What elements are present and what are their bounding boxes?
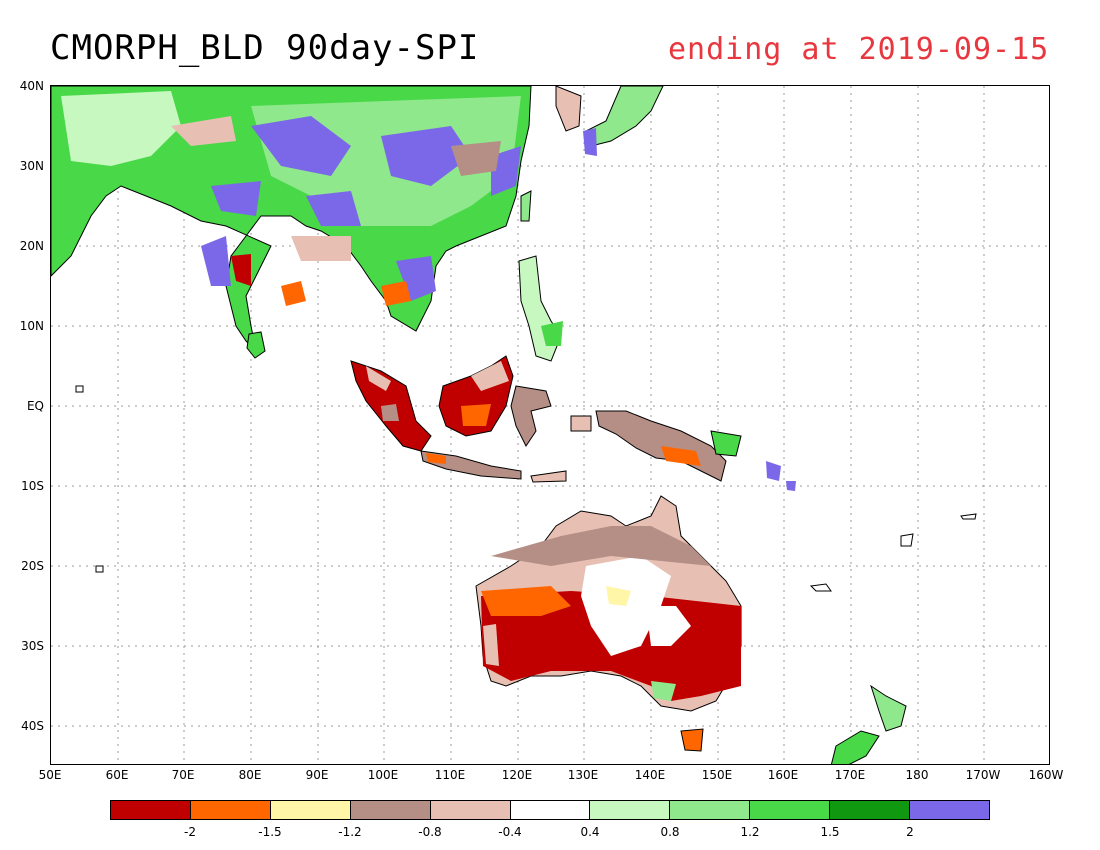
legend-swatch	[750, 801, 831, 819]
legend-swatch	[270, 801, 351, 819]
lat-label: EQ	[26, 399, 44, 413]
legend-tick: -1.2	[338, 825, 362, 839]
color-legend	[110, 800, 990, 820]
lon-label: 120E	[501, 768, 533, 782]
lon-label: 50E	[38, 768, 62, 782]
sumatra-landmass	[350, 360, 522, 480]
legend-swatch	[830, 801, 911, 819]
lat-label: 30S	[21, 639, 44, 653]
lon-label: 160E	[767, 768, 799, 782]
legend-tick: 1.5	[820, 825, 840, 839]
map-date: ending at 2019-09-15	[668, 32, 1050, 67]
legend-swatch	[430, 801, 511, 819]
new-zealand-landmass	[830, 684, 907, 764]
borneo-landmass	[438, 355, 514, 437]
legend-swatch	[670, 801, 751, 819]
lat-label: 40S	[21, 719, 44, 733]
legend-tick: 0.8	[660, 825, 680, 839]
lon-label: 150E	[701, 768, 733, 782]
lon-label: 90E	[305, 768, 329, 782]
legend-tick: 0.4	[580, 825, 600, 839]
lon-label: 110E	[434, 768, 466, 782]
lon-label: 170W	[965, 768, 1001, 782]
lat-label: 10S	[21, 479, 44, 493]
lon-label: 130E	[567, 768, 599, 782]
small-islands	[75, 385, 977, 592]
legend-tick: 2	[906, 825, 914, 839]
legend-swatch	[910, 801, 989, 819]
new-guinea-landmass	[595, 410, 796, 491]
map-title: CMORPH_BLD 90day-SPI	[50, 28, 480, 68]
lon-label: 60E	[105, 768, 129, 782]
lat-label: 10N	[19, 319, 44, 333]
legend-swatch	[190, 801, 271, 819]
lat-label: 30N	[19, 159, 44, 173]
lat-label: 20N	[19, 239, 44, 253]
legend-swatch	[510, 801, 591, 819]
lon-label: 70E	[171, 768, 195, 782]
lon-label: 80E	[238, 768, 262, 782]
japan-landmass	[520, 86, 664, 222]
lon-label: 170E	[834, 768, 866, 782]
philippines-landmass	[518, 255, 563, 362]
legend-tick: -0.8	[418, 825, 442, 839]
legend-swatch	[350, 801, 431, 819]
lat-label: 40N	[19, 79, 44, 93]
lon-label: 140E	[634, 768, 666, 782]
legend-tick: -0.4	[498, 825, 522, 839]
legend-tick: -1.5	[258, 825, 282, 839]
lat-label: 20S	[21, 559, 44, 573]
map-canvas	[51, 86, 1049, 764]
australia-landmass	[475, 495, 742, 752]
spi-map	[50, 85, 1050, 765]
asia-landmass	[51, 86, 532, 359]
legend-swatch	[111, 801, 191, 819]
sulawesi-landmass	[510, 385, 592, 483]
legend-tick: -2	[184, 825, 196, 839]
lon-label: 180	[905, 768, 929, 782]
legend-tick: 1.2	[740, 825, 760, 839]
lon-label: 100E	[367, 768, 399, 782]
lon-label: 160W	[1028, 768, 1064, 782]
legend-swatch	[590, 801, 671, 819]
